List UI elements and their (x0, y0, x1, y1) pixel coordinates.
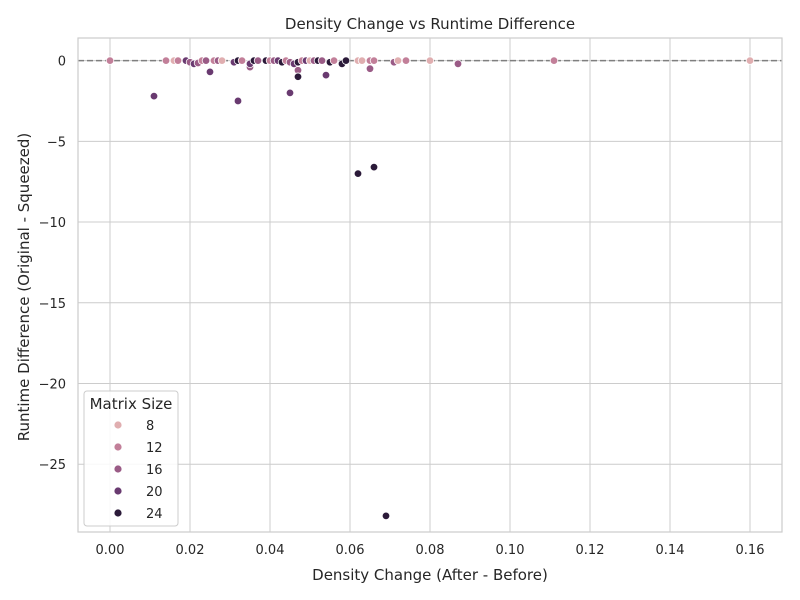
legend-entries: 8 12 16 20 24 (113, 419, 163, 522)
y-tick-label: −10 (39, 216, 66, 231)
legend-marker (113, 420, 123, 430)
data-point (217, 56, 227, 65)
y-tick-labels: 0 −5 −10 −15 −20 −25 (39, 55, 66, 474)
data-point (381, 511, 391, 521)
legend-marker (113, 442, 123, 452)
data-point (253, 56, 263, 65)
legend-label: 20 (146, 485, 163, 500)
legend-marker (113, 464, 123, 474)
data-point (237, 56, 247, 65)
data-point (321, 70, 331, 80)
x-tick-label: 0.08 (416, 543, 445, 558)
y-tick-label: −5 (47, 135, 66, 150)
data-point (341, 56, 351, 65)
y-tick-label: 0 (58, 55, 66, 70)
data-point (201, 56, 211, 65)
data-point (285, 88, 295, 98)
data-point (549, 56, 559, 65)
x-tick-labels: 0.00 0.02 0.04 0.06 0.08 0.10 0.12 0.14 0.16 (96, 543, 765, 558)
legend-label: 24 (146, 507, 163, 522)
x-axis-label: Density Change (After - Before) (312, 566, 548, 584)
data-point (205, 67, 215, 77)
x-tick-label: 0.00 (96, 543, 125, 558)
data-point (317, 56, 327, 65)
y-tick-label: −25 (39, 458, 66, 473)
x-tick-label: 0.04 (256, 543, 285, 558)
data-point (161, 56, 171, 65)
data-point (105, 56, 115, 65)
data-point (365, 64, 375, 73)
legend-label: 8 (146, 419, 154, 434)
legend-marker (113, 508, 123, 518)
plot-frame (77, 37, 783, 533)
data-point (293, 72, 303, 81)
x-tick-label: 0.06 (336, 543, 365, 558)
y-tick-label: −20 (39, 377, 66, 392)
data-points (105, 56, 755, 521)
data-point (393, 56, 403, 65)
legend-label: 16 (146, 463, 163, 478)
legend-box (83, 390, 179, 527)
data-point (149, 91, 159, 101)
legend-label: 12 (146, 441, 163, 456)
x-tick-label: 0.16 (736, 543, 765, 558)
x-tick-label: 0.10 (496, 543, 525, 558)
data-point (357, 56, 367, 65)
data-point (173, 56, 183, 65)
data-point (353, 169, 363, 178)
data-point (745, 56, 755, 65)
chart-title: Density Change vs Runtime Difference (285, 15, 575, 33)
legend-marker (113, 486, 123, 496)
data-point (425, 56, 435, 65)
data-point (369, 162, 379, 172)
legend-title: Matrix Size (90, 395, 173, 413)
data-point (369, 56, 379, 65)
legend: Matrix Size 8 12 16 20 24 (83, 390, 179, 527)
y-axis-label: Runtime Difference (Original - Squeezed) (15, 133, 33, 442)
data-point (233, 96, 243, 106)
data-point (401, 56, 411, 65)
data-point (329, 56, 339, 65)
x-tick-label: 0.14 (656, 543, 685, 558)
x-tick-label: 0.02 (176, 543, 205, 558)
x-tick-label: 0.12 (576, 543, 605, 558)
data-point (453, 59, 463, 69)
y-tick-label: −15 (39, 297, 66, 312)
